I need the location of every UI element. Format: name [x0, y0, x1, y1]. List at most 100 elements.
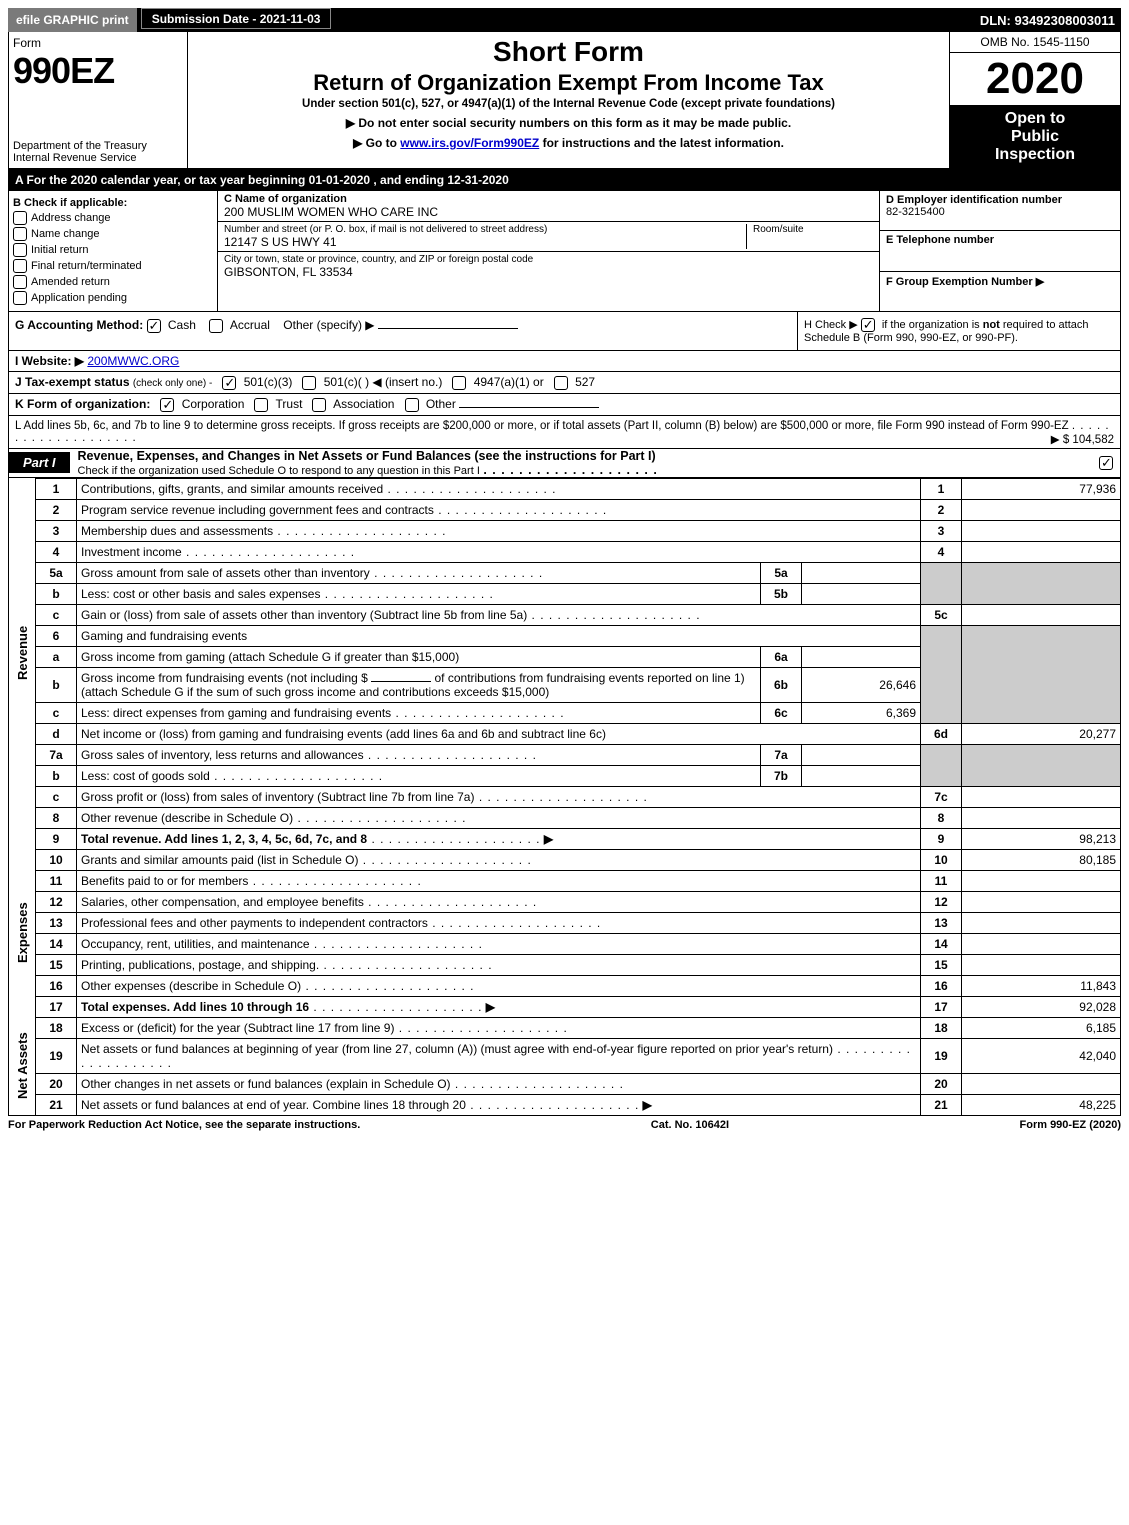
g-label: G Accounting Method:	[15, 318, 143, 332]
sub-val: 6,369	[802, 702, 921, 723]
section-h: H Check ▶ if the organization is not req…	[797, 312, 1120, 350]
d-ein-value: 82-3215400	[886, 206, 1114, 218]
room-suite-label: Room/suite	[753, 224, 873, 235]
row-desc: Gain or (loss) from sale of assets other…	[81, 608, 527, 622]
chk-address-change[interactable]: Address change	[13, 211, 213, 225]
row-ln: 6d	[921, 723, 962, 744]
chk-cash[interactable]	[147, 319, 161, 333]
open-to-public: Open to Public Inspection	[950, 106, 1120, 168]
chk-final-return[interactable]: Final return/terminated	[13, 259, 213, 273]
chk-501c3[interactable]	[222, 376, 236, 390]
row-desc: Net assets or fund balances at beginning…	[81, 1042, 833, 1056]
part1-check[interactable]	[1096, 455, 1120, 470]
org-street: 12147 S US HWY 41	[224, 235, 746, 249]
row-amount: 92,028	[962, 996, 1121, 1017]
k-label: K Form of organization:	[15, 397, 150, 411]
row-ln: 17	[921, 996, 962, 1017]
chk-initial-return[interactable]: Initial return	[13, 243, 213, 257]
goto-pre: ▶ Go to	[353, 136, 400, 150]
line-l: L Add lines 5b, 6c, and 7b to line 9 to …	[8, 416, 1121, 449]
footer-right: Form 990-EZ (2020)	[1020, 1119, 1122, 1131]
lbl-other-org: Other	[426, 397, 456, 411]
row-desc: Program service revenue including govern…	[81, 503, 434, 517]
row-desc: Professional fees and other payments to …	[81, 916, 428, 930]
form-word: Form	[13, 36, 183, 50]
lbl-501c: 501(c)( ) ◀ (insert no.)	[324, 375, 443, 389]
lbl-amended-return: Amended return	[31, 276, 110, 288]
row-amount	[962, 604, 1121, 625]
sub-num: 5b	[761, 583, 802, 604]
sub-val	[802, 583, 921, 604]
row-ln: 7c	[921, 786, 962, 807]
row-desc: Less: direct expenses from gaming and fu…	[81, 706, 391, 720]
sub-val	[802, 765, 921, 786]
chk-amended-return[interactable]: Amended return	[13, 275, 213, 289]
row-ln: 3	[921, 520, 962, 541]
website-link[interactable]: 200MWWC.ORG	[87, 354, 179, 368]
row-amount: 42,040	[962, 1038, 1121, 1073]
ssn-warning: ▶ Do not enter social security numbers o…	[194, 116, 943, 130]
org-name: 200 MUSLIM WOMEN WHO CARE INC	[224, 205, 873, 219]
6b-fill[interactable]	[371, 681, 431, 682]
chk-4947[interactable]	[452, 376, 466, 390]
chk-application-pending[interactable]: Application pending	[13, 291, 213, 305]
row-amount	[962, 933, 1121, 954]
footer-center: Cat. No. 10642I	[651, 1119, 729, 1131]
row-desc: Total expenses. Add lines 10 through 16	[81, 1000, 309, 1014]
row-desc: Less: cost of goods sold	[81, 769, 210, 783]
lbl-address-change: Address change	[31, 212, 111, 224]
chk-corp[interactable]	[160, 398, 174, 412]
top-bar: efile GRAPHIC print Submission Date - 20…	[8, 8, 1121, 32]
chk-501c[interactable]	[302, 376, 316, 390]
lbl-corp: Corporation	[182, 397, 245, 411]
footer-left: For Paperwork Reduction Act Notice, see …	[8, 1119, 360, 1131]
sub-num: 7b	[761, 765, 802, 786]
row-num: d	[36, 723, 77, 744]
row-ln: 9	[921, 828, 962, 849]
row-amount	[962, 1073, 1121, 1094]
row-num: 11	[36, 870, 77, 891]
row-desc: Investment income	[81, 545, 182, 559]
other-specify-field[interactable]	[378, 328, 518, 329]
department: Department of the Treasury Internal Reve…	[13, 140, 183, 164]
row-num: b	[36, 765, 77, 786]
row-num: 6	[36, 625, 77, 646]
chk-other-org[interactable]	[405, 398, 419, 412]
chk-name-change[interactable]: Name change	[13, 227, 213, 241]
sub-val: 26,646	[802, 667, 921, 702]
side-net-assets: Net Assets	[9, 1017, 36, 1115]
chk-h[interactable]	[861, 318, 875, 332]
chk-527[interactable]	[554, 376, 568, 390]
side-spacer	[9, 828, 36, 849]
row-ln: 1	[921, 478, 962, 499]
j-tiny: (check only one) -	[133, 378, 212, 389]
row-num: 20	[36, 1073, 77, 1094]
lines-ijk: I Website: ▶ 200MWWC.ORG J Tax-exempt st…	[8, 351, 1121, 416]
line-k: K Form of organization: Corporation Trus…	[9, 394, 1120, 415]
lbl-final-return: Final return/terminated	[31, 260, 142, 272]
row-desc: Benefits paid to or for members	[81, 874, 248, 888]
lbl-cash: Cash	[168, 318, 196, 332]
row-ln: 5c	[921, 604, 962, 625]
submission-date: Submission Date - 2021-11-03	[141, 8, 332, 29]
row-amount	[962, 912, 1121, 933]
row-num: 8	[36, 807, 77, 828]
irs-link[interactable]: www.irs.gov/Form990EZ	[400, 136, 539, 150]
section-gh: G Accounting Method: Cash Accrual Other …	[8, 312, 1121, 351]
row-amount	[962, 520, 1121, 541]
row-num: 2	[36, 499, 77, 520]
f-group-label: F Group Exemption Number ▶	[886, 275, 1114, 288]
row-amount	[962, 499, 1121, 520]
row-num: 1	[36, 478, 77, 499]
efile-print-button[interactable]: efile GRAPHIC print	[8, 8, 139, 32]
other-org-field[interactable]	[459, 407, 599, 408]
chk-assoc[interactable]	[312, 398, 326, 412]
lbl-527: 527	[575, 375, 595, 389]
line-i: I Website: ▶ 200MWWC.ORG	[9, 351, 1120, 372]
chk-trust[interactable]	[254, 398, 268, 412]
e-phone-label: E Telephone number	[886, 234, 1114, 246]
chk-accrual[interactable]	[209, 319, 223, 333]
row-ln: 15	[921, 954, 962, 975]
under-section: Under section 501(c), 527, or 4947(a)(1)…	[194, 98, 943, 110]
row-amount: 80,185	[962, 849, 1121, 870]
